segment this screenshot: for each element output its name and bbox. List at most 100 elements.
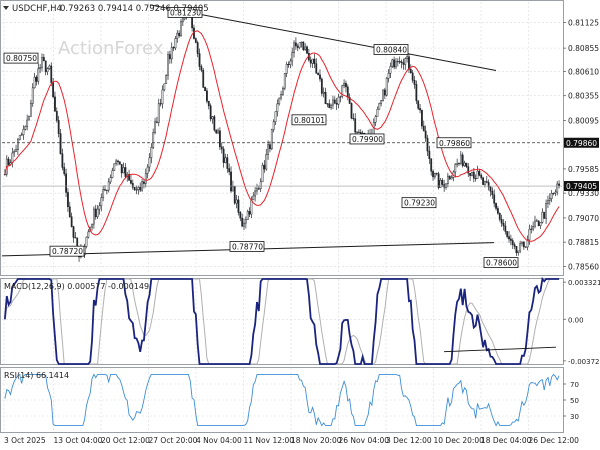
candle-body bbox=[326, 103, 329, 105]
candle-body bbox=[159, 103, 162, 105]
candle-body bbox=[380, 100, 383, 104]
candle-body bbox=[333, 99, 336, 104]
candle-body bbox=[29, 103, 32, 117]
candle-body bbox=[274, 111, 277, 123]
candle-body bbox=[170, 47, 173, 60]
symbol-header: USDCHF,H4 0.79263 0.79414 0.79246 0.7940… bbox=[3, 4, 209, 14]
candle-body bbox=[198, 53, 201, 67]
x-tick-label: 18 Nov 20:00 bbox=[291, 436, 342, 445]
candle-body bbox=[269, 144, 271, 150]
candle-body bbox=[480, 175, 483, 179]
candle-body bbox=[358, 131, 360, 133]
candle-body bbox=[17, 139, 19, 150]
candle-body bbox=[454, 163, 457, 173]
candle-body bbox=[306, 46, 308, 54]
candle-body bbox=[204, 87, 206, 92]
candle-body bbox=[228, 168, 231, 173]
candle-body bbox=[37, 68, 40, 82]
candle-body bbox=[300, 41, 303, 44]
candle-body bbox=[337, 96, 340, 105]
candle-body bbox=[72, 226, 75, 238]
candle-body bbox=[385, 77, 388, 96]
candle-body bbox=[519, 243, 522, 252]
candle-body bbox=[259, 181, 262, 190]
candle-body bbox=[50, 65, 53, 83]
candle-body bbox=[61, 153, 64, 168]
candle-body bbox=[230, 171, 232, 192]
candle-body bbox=[139, 186, 142, 191]
candle-body bbox=[59, 133, 62, 155]
candle-body bbox=[558, 183, 560, 186]
candle-body bbox=[209, 105, 212, 120]
candle-body bbox=[41, 57, 43, 68]
candle-body bbox=[117, 160, 119, 163]
candle-body bbox=[261, 164, 264, 183]
candle-body bbox=[68, 206, 71, 217]
candle-body bbox=[530, 228, 533, 230]
candle-body bbox=[408, 56, 410, 70]
candle-body bbox=[178, 32, 181, 36]
candle-body bbox=[502, 222, 505, 227]
candle-body bbox=[413, 79, 416, 85]
candle-body bbox=[144, 173, 147, 184]
y-tick-label: 0.79330 bbox=[568, 189, 599, 198]
candle-body bbox=[118, 161, 121, 165]
rsi-plot bbox=[4, 373, 560, 427]
candle-body bbox=[393, 59, 396, 68]
candle-body bbox=[439, 179, 442, 188]
candle-body bbox=[532, 225, 535, 230]
candle-body bbox=[243, 222, 245, 227]
macd-line bbox=[4, 276, 560, 365]
candle-body bbox=[508, 236, 510, 240]
price-annotation-box bbox=[167, 7, 203, 18]
x-tick-label: 26 Nov 04:00 bbox=[339, 436, 390, 445]
y-tick-label: 0.78815 bbox=[568, 238, 599, 247]
price-tag-label: 0.79860 bbox=[566, 139, 597, 148]
candle-body bbox=[469, 172, 472, 176]
candle-body bbox=[219, 130, 221, 148]
candle-body bbox=[257, 188, 260, 190]
candle-body bbox=[485, 181, 488, 183]
candle-body bbox=[211, 116, 214, 120]
candle-body bbox=[165, 74, 168, 85]
price-annotation-box bbox=[436, 137, 472, 149]
candle-body bbox=[320, 78, 323, 94]
candle-body bbox=[346, 86, 349, 98]
candle-body bbox=[387, 72, 390, 79]
candle-body bbox=[317, 73, 320, 76]
candle-body bbox=[524, 246, 527, 248]
candle-body bbox=[48, 65, 51, 69]
candle-body bbox=[111, 170, 114, 178]
candle-body bbox=[252, 195, 255, 201]
candle-body bbox=[374, 116, 377, 123]
candle-body bbox=[270, 129, 273, 150]
candle-body bbox=[341, 85, 344, 97]
candle-body bbox=[472, 171, 475, 179]
candle-body bbox=[11, 152, 14, 163]
candle-body bbox=[328, 103, 331, 108]
candle-body bbox=[335, 103, 338, 105]
candle-body bbox=[224, 157, 227, 163]
candle-body bbox=[54, 96, 56, 112]
candle-body bbox=[20, 134, 23, 136]
candle-body bbox=[522, 241, 525, 248]
macd-label: MACD(12,26,9) 0.000577 -0.000149 bbox=[4, 282, 149, 291]
candle-body bbox=[484, 181, 486, 185]
candle-body bbox=[545, 203, 547, 219]
candle-body bbox=[67, 192, 69, 207]
candle-body bbox=[450, 177, 453, 180]
candle-body bbox=[70, 216, 73, 227]
price-annotation-label: 0.79900 bbox=[352, 135, 383, 144]
candle-body bbox=[465, 162, 468, 167]
dropdown-triangle-icon[interactable] bbox=[3, 6, 9, 10]
candle-body bbox=[421, 109, 423, 127]
price-annotation-box bbox=[401, 197, 437, 209]
candle-body bbox=[426, 137, 429, 152]
candle-body bbox=[248, 211, 251, 215]
candle-body bbox=[96, 208, 99, 218]
candle-body bbox=[400, 61, 403, 63]
y-tick-label: 0.81125 bbox=[568, 18, 599, 27]
candle-body bbox=[543, 211, 546, 219]
